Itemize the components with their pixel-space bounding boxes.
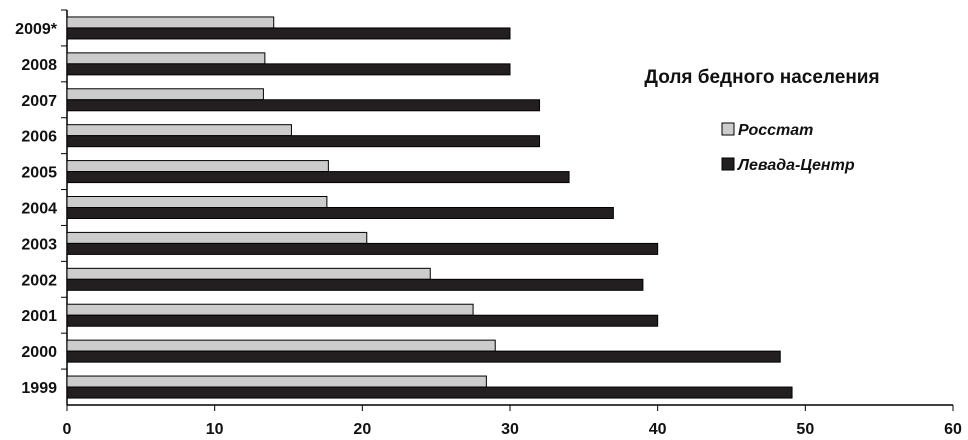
chart-title: Доля бедного населения: [644, 67, 879, 88]
bar-rosstat-2001: [66, 303, 474, 316]
x-tick-label: 40: [649, 421, 667, 438]
y-axis-ticks: [61, 9, 67, 370]
bar-levada-2000: [66, 350, 781, 363]
category-label: 2007: [21, 93, 57, 110]
bar-levada-2001: [66, 314, 659, 327]
x-tick-label: 0: [63, 421, 72, 438]
x-tick-label: 60: [944, 421, 962, 438]
category-label: 2002: [21, 272, 57, 289]
bars-group: [66, 16, 793, 399]
bar-rosstat-2000: [66, 339, 496, 352]
bar-rosstat-2006: [66, 124, 292, 137]
bar-rosstat-2003: [66, 231, 368, 244]
legend: Росстат Левада-Центр: [721, 122, 855, 174]
legend-label-rosstat: Росстат: [738, 122, 813, 139]
category-labels: 2009* 2008 2007 2006 2005 2004 2003 2002 2001 200…: [15, 21, 58, 397]
x-axis-ticks: 0 10 20 30 40 50 60: [63, 405, 962, 438]
x-tick-label: 30: [501, 421, 519, 438]
category-label: 2005: [21, 165, 57, 182]
x-tick-label: 20: [353, 421, 371, 438]
bar-rosstat-1999: [66, 375, 487, 388]
category-label: 2009*: [15, 21, 58, 38]
bar-rosstat-2007: [66, 88, 264, 101]
category-label: 2008: [21, 57, 57, 74]
x-tick-label: 50: [796, 421, 814, 438]
bar-levada-2007: [66, 99, 541, 112]
bar-rosstat-2004: [66, 196, 328, 208]
bar-rosstat-2009: [66, 16, 275, 29]
category-label: 2003: [21, 236, 57, 253]
bar-levada-2004: [66, 207, 614, 219]
bar-levada-2005: [66, 171, 570, 184]
bar-levada-2003: [66, 242, 659, 255]
bar-levada-2008: [66, 63, 511, 76]
x-tick-label: 10: [206, 421, 224, 438]
category-label: 2004: [21, 201, 57, 218]
bar-rosstat-2005: [66, 160, 329, 173]
category-label: 2001: [21, 308, 57, 325]
bar-levada-1999: [66, 386, 793, 399]
bar-rosstat-2008: [66, 52, 266, 65]
category-label: 1999: [21, 380, 57, 397]
legend-swatch-rosstat: [721, 122, 735, 136]
legend-label-levada: Левада-Центр: [737, 157, 855, 174]
bar-rosstat-2002: [66, 267, 431, 280]
bar-levada-2002: [66, 278, 644, 291]
category-label: 2006: [21, 129, 57, 146]
legend-swatch-levada: [721, 157, 735, 171]
bar-levada-2006: [66, 135, 541, 148]
bar-levada-2009: [66, 27, 511, 40]
category-label: 2000: [21, 344, 57, 361]
